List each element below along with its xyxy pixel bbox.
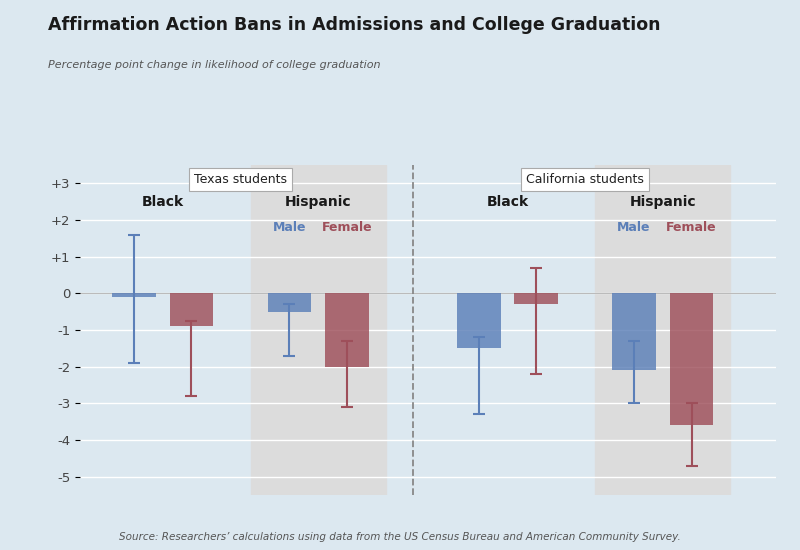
Text: Affirmation Action Bans in Admissions and College Graduation: Affirmation Action Bans in Admissions an… (48, 16, 661, 35)
Text: Female: Female (322, 221, 372, 234)
Bar (325, 293, 369, 367)
Bar (112, 293, 156, 297)
Bar (514, 293, 558, 304)
Bar (267, 293, 311, 312)
Bar (595, 165, 730, 495)
Bar (670, 293, 714, 425)
Text: Female: Female (666, 221, 717, 234)
Bar (170, 293, 214, 326)
Text: Source: Researchers’ calculations using data from the US Census Bureau and Ameri: Source: Researchers’ calculations using … (119, 532, 681, 542)
Text: Black: Black (486, 195, 529, 208)
Bar (250, 165, 386, 495)
Text: Hispanic: Hispanic (630, 195, 696, 208)
Text: Texas students: Texas students (194, 173, 287, 186)
Text: California students: California students (526, 173, 644, 186)
Text: Percentage point change in likelihood of college graduation: Percentage point change in likelihood of… (48, 60, 381, 70)
Bar (457, 293, 501, 348)
Text: Male: Male (273, 221, 306, 234)
Bar (612, 293, 656, 370)
Text: Hispanic: Hispanic (285, 195, 351, 208)
Text: Male: Male (618, 221, 651, 234)
Text: Black: Black (142, 195, 184, 208)
